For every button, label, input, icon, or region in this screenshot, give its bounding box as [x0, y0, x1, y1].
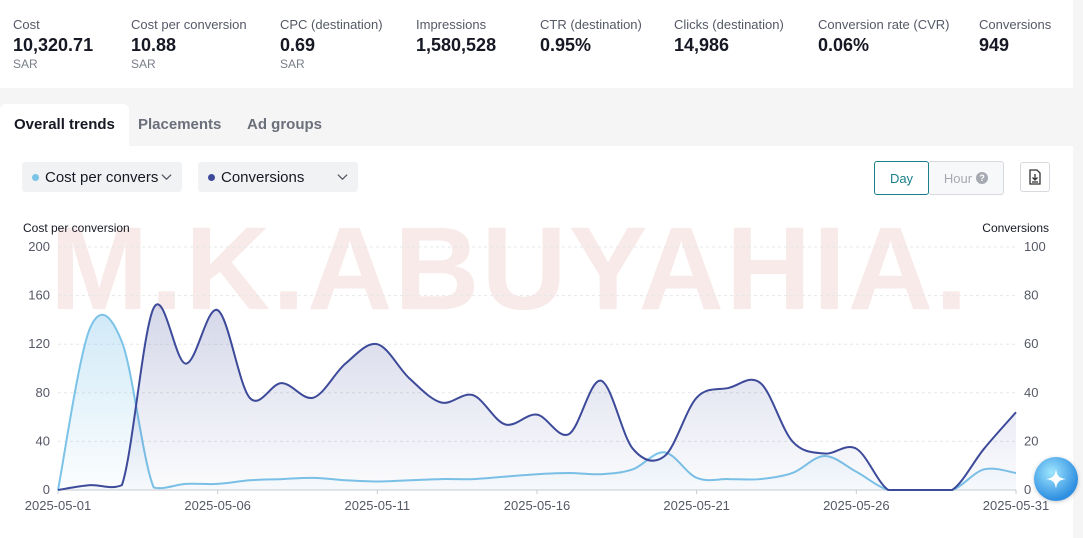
hour-label: Hour — [943, 170, 973, 186]
metric-value: 1,580,528 — [416, 35, 497, 55]
download-button[interactable] — [1020, 162, 1050, 192]
left-metric-label: Cost per convers — [45, 168, 159, 186]
metric-value: 0.69 — [280, 35, 316, 55]
x-tick-label: 2025-05-11 — [345, 498, 411, 513]
tab-overall-trends[interactable]: Overall trends — [0, 104, 129, 146]
x-tick-label: 2025-05-01 — [25, 498, 92, 513]
y-tick-right: 100 — [1024, 239, 1046, 254]
tab-placements[interactable]: Placements — [138, 116, 222, 133]
help-icon[interactable]: ? — [976, 172, 989, 184]
trend-chart-panel: M.K.ABUYAHIA. Cost per convers Conversio… — [0, 146, 1073, 538]
tab-bar: Overall trends Placements Ad groups — [0, 104, 1073, 146]
metric-cvr[interactable]: Conversion rate (CVR) 0.06% — [818, 17, 950, 56]
metric-label: Cost per conversion — [131, 17, 247, 32]
metric-label: Conversions — [979, 17, 1052, 32]
metric-value: 10.88 — [131, 35, 177, 55]
metric-ctr[interactable]: CTR (destination) 0.95% — [540, 17, 642, 56]
left-metric-select[interactable]: Cost per convers — [22, 162, 182, 192]
right-metric-select[interactable]: Conversions — [198, 162, 358, 192]
series-dot-icon — [208, 173, 215, 181]
granularity-day-button[interactable]: Day — [874, 161, 929, 195]
granularity-hour-button[interactable]: Hour ? — [928, 161, 1004, 195]
y-tick-left: 120 — [28, 336, 50, 351]
metric-unit: SAR — [13, 57, 38, 71]
series-dot-icon — [32, 173, 39, 181]
metric-label: CPC (destination) — [280, 17, 383, 32]
metric-cost-per-conversion[interactable]: Cost per conversion 10.88 SAR — [131, 17, 247, 71]
metric-cpc[interactable]: CPC (destination) 0.69 SAR — [280, 17, 383, 71]
metric-unit: SAR — [280, 57, 305, 71]
sparkle-icon — [1046, 469, 1066, 489]
assistant-button[interactable] — [1034, 457, 1078, 501]
series-line-conversions — [57, 303, 1017, 492]
metric-conversions[interactable]: Conversions 949 — [979, 17, 1051, 56]
x-tick-label: 2025-05-26 — [823, 498, 890, 513]
chevron-down-icon — [161, 174, 172, 181]
left-axis-title: Cost per conversion — [23, 221, 130, 235]
x-tick-label: 2025-05-21 — [663, 498, 730, 513]
metric-value: 0.95% — [540, 35, 592, 55]
metrics-bar: Cost 10,320.71 SAR Cost per conversion 1… — [0, 0, 1073, 88]
y-tick-left: 160 — [28, 288, 50, 303]
download-icon — [1029, 169, 1041, 185]
x-tick-label: 2025-05-16 — [504, 498, 571, 513]
series-area-conversions — [58, 304, 1016, 490]
metric-label: Impressions — [416, 17, 487, 32]
metric-value: 14,986 — [674, 35, 730, 55]
y-tick-left: 200 — [28, 239, 50, 254]
metric-unit: SAR — [131, 57, 156, 71]
y-tick-right: 80 — [1024, 288, 1038, 303]
metric-value: 0.06% — [818, 35, 870, 55]
metric-clicks[interactable]: Clicks (destination) 14,986 — [674, 17, 784, 56]
y-tick-right: 20 — [1024, 433, 1038, 448]
y-tick-left: 0 — [43, 482, 50, 497]
metric-label: Cost — [13, 17, 40, 32]
trend-chart[interactable]: 0 40 80 120 160 200 0 20 40 60 80 100 2025-05-01 2025… — [0, 146, 1073, 538]
x-tick-label: 2025-05-06 — [184, 498, 251, 513]
y-tick-left: 40 — [36, 433, 50, 448]
y-tick-right: 60 — [1024, 336, 1038, 351]
metric-label: Conversion rate (CVR) — [818, 17, 950, 32]
metric-value: 10,320.71 — [13, 35, 94, 55]
metric-impressions[interactable]: Impressions 1,580,528 — [416, 17, 496, 56]
y-tick-right: 40 — [1024, 385, 1038, 400]
metric-label: CTR (destination) — [540, 17, 642, 32]
right-metric-label: Conversions — [221, 168, 305, 186]
x-tick-label: 2025-05-31 — [983, 498, 1050, 513]
metric-value: 949 — [979, 35, 1010, 55]
metric-label: Clicks (destination) — [674, 17, 784, 32]
right-axis-title: Conversions — [982, 221, 1049, 235]
tab-ad-groups[interactable]: Ad groups — [247, 116, 322, 133]
y-tick-right: 0 — [1024, 482, 1031, 497]
chevron-down-icon — [337, 174, 348, 181]
y-tick-left: 80 — [36, 385, 50, 400]
metric-cost[interactable]: Cost 10,320.71 SAR — [13, 17, 93, 71]
